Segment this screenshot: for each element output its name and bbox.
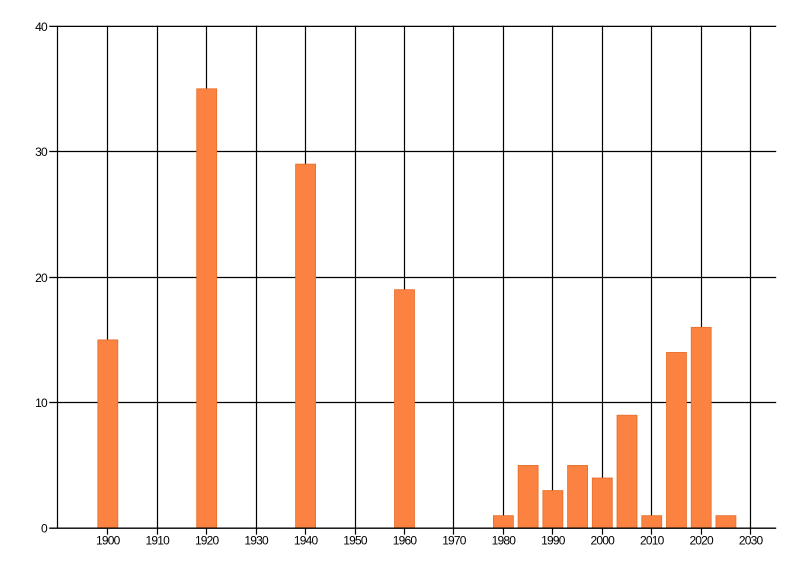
svg-text:2010: 2010 (640, 534, 665, 548)
svg-text:30: 30 (35, 145, 48, 159)
svg-text:1940: 1940 (294, 534, 319, 548)
svg-text:1920: 1920 (195, 534, 220, 548)
svg-text:1950: 1950 (343, 534, 368, 548)
svg-text:1960: 1960 (393, 534, 418, 548)
svg-text:1900: 1900 (96, 534, 121, 548)
svg-text:1930: 1930 (244, 534, 269, 548)
svg-text:1970: 1970 (442, 534, 467, 548)
svg-text:40: 40 (35, 20, 48, 34)
svg-text:10: 10 (35, 396, 48, 410)
svg-text:1910: 1910 (146, 534, 171, 548)
svg-text:2030: 2030 (739, 534, 764, 548)
svg-text:20: 20 (35, 271, 48, 285)
svg-text:1990: 1990 (541, 534, 566, 548)
svg-text:2020: 2020 (689, 534, 714, 548)
svg-text:0: 0 (41, 522, 48, 536)
svg-text:1980: 1980 (492, 534, 517, 548)
svg-text:2000: 2000 (591, 534, 616, 548)
